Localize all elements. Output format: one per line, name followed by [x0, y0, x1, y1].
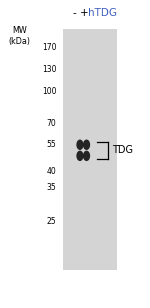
Text: -: - — [72, 8, 76, 18]
Text: hTDG: hTDG — [87, 8, 117, 18]
Ellipse shape — [83, 140, 90, 150]
Ellipse shape — [76, 151, 84, 161]
Text: MW
(kDa): MW (kDa) — [9, 26, 30, 46]
Text: TDG: TDG — [112, 145, 133, 155]
Ellipse shape — [83, 151, 90, 161]
Text: 70: 70 — [46, 119, 56, 128]
Text: 55: 55 — [46, 140, 56, 149]
Bar — [63, 29, 117, 270]
Text: 40: 40 — [46, 167, 56, 176]
Text: 25: 25 — [47, 217, 56, 226]
Text: 170: 170 — [42, 43, 56, 52]
Text: 35: 35 — [46, 183, 56, 192]
Text: 100: 100 — [42, 87, 56, 96]
Text: 130: 130 — [42, 65, 56, 74]
Ellipse shape — [76, 140, 84, 150]
Text: +: + — [80, 8, 88, 18]
